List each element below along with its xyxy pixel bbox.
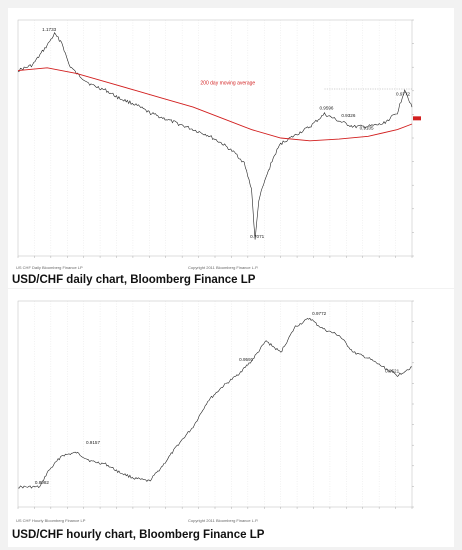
daily-chart-caption: USD/CHF daily chart, Bloomberg Finance L… [12, 274, 256, 286]
annotation-label: 1.1733 [42, 27, 56, 32]
hourly-footnote-left: US CHF Hourly Bloomberg Finance LP [16, 518, 86, 523]
daily-footnote-right: Copyright 2011 Bloomberg Finance L.P. [188, 265, 259, 270]
annotation-label: 0.9521 [385, 368, 399, 373]
ma-price-marker [413, 116, 421, 121]
series-line-1 [17, 67, 413, 142]
daily-chart: 1.1733 0.7071 0.9596 0.9326 0.9105 0.9772 200 … [17, 19, 421, 258]
hourly-chart: 0.8982 0.9157 0.9591 0.9772 0.9521 [17, 300, 414, 509]
annotation-label: 0.9772 [396, 92, 410, 97]
hourly-chart-caption: USD/CHF hourly chart, Bloomberg Finance … [12, 529, 265, 541]
hourly-footnote-right: Copyright 2011 Bloomberg Finance L.P. [188, 518, 259, 523]
series-line-0 [17, 32, 413, 240]
annotation-label: 0.9596 [319, 106, 333, 111]
daily-footnote-left: US CHF Daily Bloomberg Finance LP [16, 265, 83, 270]
hourly-chart-panel: 0.8982 0.9157 0.9591 0.9772 0.9521 US CHF Ho… [8, 289, 454, 547]
annotation-label: 0.7071 [250, 234, 264, 239]
series-line-0 [17, 317, 413, 489]
annotation-label: 0.8982 [35, 480, 49, 485]
annotation-label: 0.9157 [86, 440, 100, 445]
annotation-label: 0.9591 [239, 357, 253, 362]
annotation-label: 0.9326 [341, 113, 355, 118]
annotation-label: 0.9105 [360, 125, 374, 130]
moving-average-label: 200 day moving average [200, 81, 255, 87]
daily-chart-panel: 1.1733 0.7071 0.9596 0.9326 0.9105 0.9772 200 … [8, 8, 454, 288]
annotation-label: 0.9772 [312, 311, 326, 316]
